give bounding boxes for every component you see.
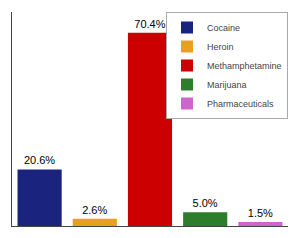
svg-text:5.0%: 5.0%	[193, 197, 218, 209]
svg-text:1.5%: 1.5%	[248, 207, 273, 219]
svg-text:20.6%: 20.6%	[24, 154, 55, 166]
svg-text:Marijuana: Marijuana	[207, 80, 247, 90]
svg-text:2.6%: 2.6%	[82, 204, 107, 216]
svg-text:Heroin: Heroin	[207, 42, 234, 52]
svg-text:Methamphetamine: Methamphetamine	[207, 61, 282, 71]
svg-text:Pharmaceuticals: Pharmaceuticals	[207, 99, 274, 109]
svg-text:Cocaine: Cocaine	[207, 23, 240, 33]
svg-text:70.4%: 70.4%	[134, 18, 165, 30]
